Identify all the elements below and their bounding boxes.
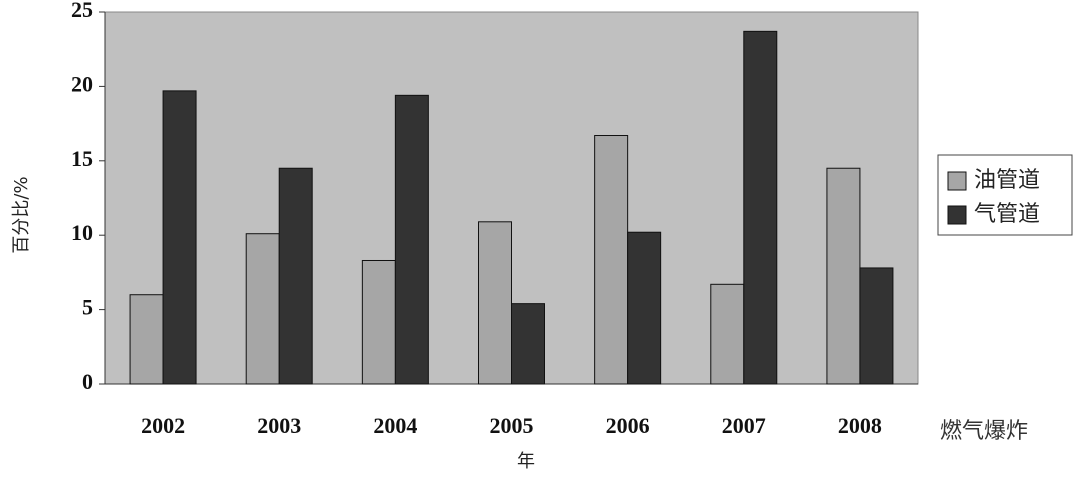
bar: [361, 259, 396, 385]
bar: [394, 94, 429, 385]
bar: [859, 267, 894, 385]
bar: [627, 231, 662, 385]
y-tick-label: 20: [71, 71, 93, 96]
y-tick-label: 25: [71, 0, 93, 22]
legend-label: 气管道: [974, 202, 1040, 227]
x-tick-label: 2007: [722, 413, 766, 438]
bar: [743, 30, 778, 385]
x-tick-label: 2005: [490, 413, 534, 438]
bar: [826, 167, 861, 385]
y-tick-label: 15: [71, 146, 93, 171]
watermark: 燃气爆炸: [940, 419, 1028, 444]
legend-label: 油管道: [974, 168, 1040, 193]
x-tick-label: 2002: [141, 413, 185, 438]
y-tick-label: 10: [71, 220, 93, 245]
bar: [478, 221, 512, 385]
legend-swatch: [947, 205, 967, 225]
y-tick-label: 0: [82, 369, 93, 394]
bar: [245, 233, 280, 385]
y-tick-label: 5: [82, 295, 93, 320]
x-tick-label: 2004: [373, 413, 417, 438]
bar: [162, 90, 197, 385]
y-axis-label: 百分比/%: [11, 176, 32, 253]
bar: [511, 303, 545, 385]
bar: [278, 167, 313, 385]
x-tick-label: 2003: [257, 413, 301, 438]
x-tick-label: 2006: [606, 413, 650, 438]
bar: [129, 294, 164, 385]
x-axis-label: 年: [517, 451, 535, 472]
x-tick-label: 2008: [838, 413, 882, 438]
legend-swatch: [947, 171, 967, 191]
bar: [594, 135, 629, 385]
bar: [710, 283, 745, 385]
